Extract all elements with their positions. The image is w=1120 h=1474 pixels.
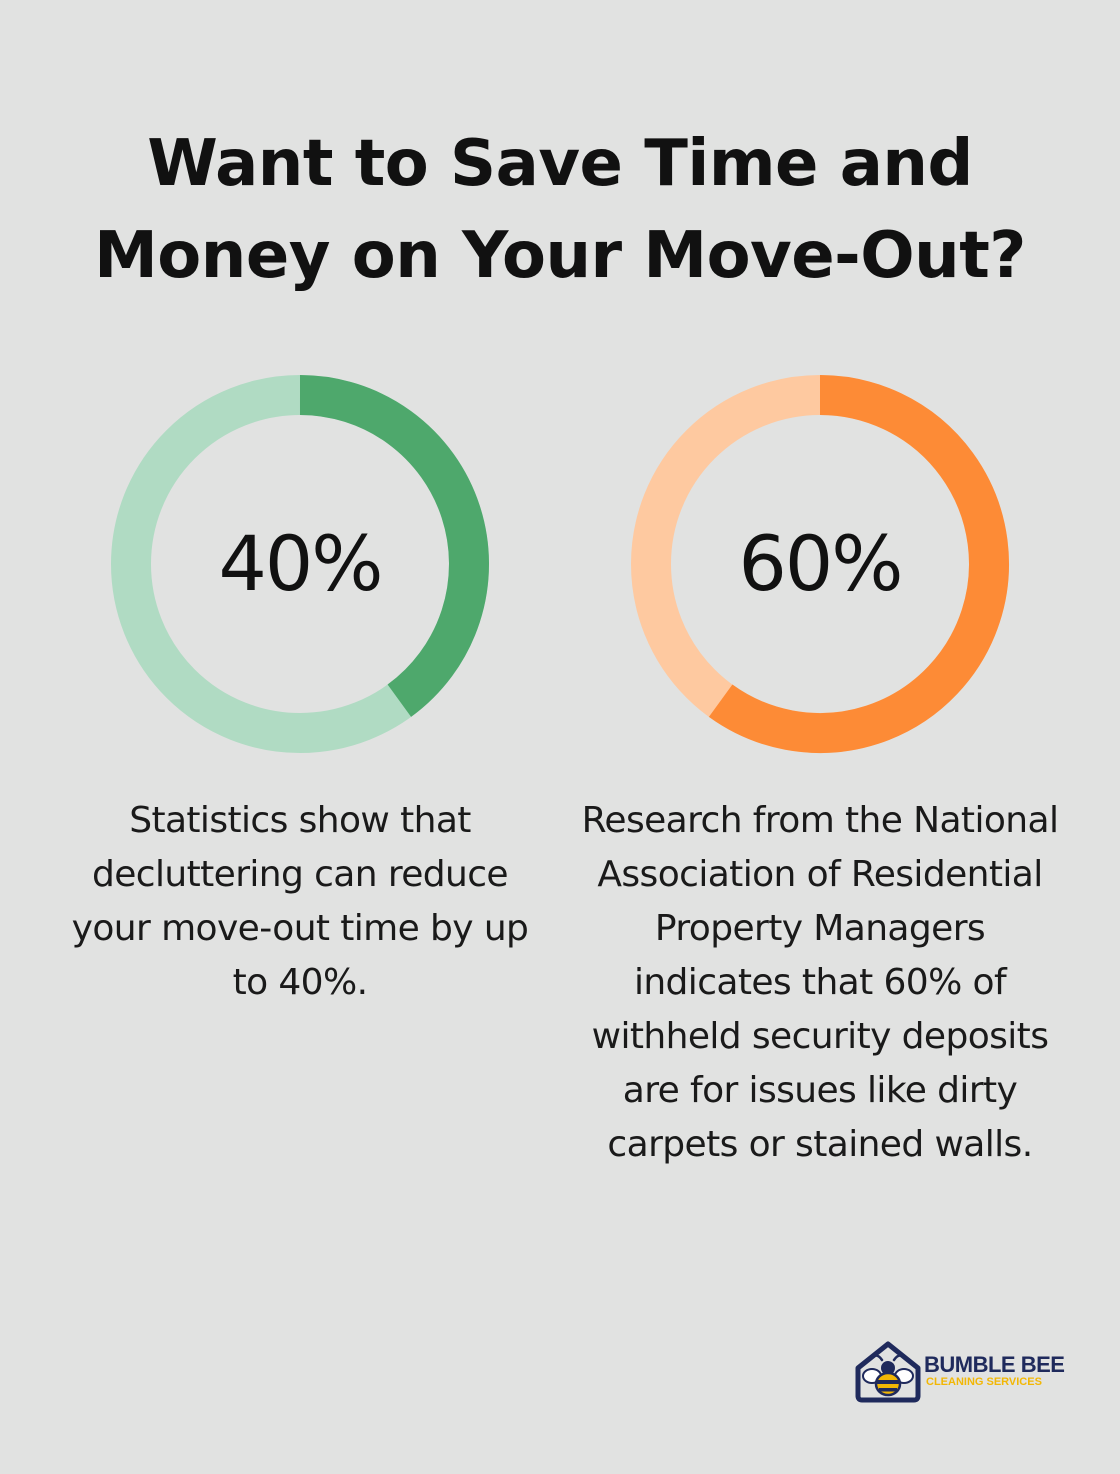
- brand-logo: BUMBLE BEE CLEANING SERVICES: [852, 1338, 1072, 1408]
- stat-description-deposits: Research from the National Association o…: [581, 800, 1059, 1165]
- donut-svg-deposits: [631, 375, 1009, 753]
- logo-tagline: CLEANING SERVICES: [926, 1376, 1042, 1388]
- donut-chart-deposits: 60%: [570, 374, 1070, 754]
- logo-name: BUMBLE BEE: [924, 1352, 1065, 1377]
- title-line-1: Want to Save Time and: [147, 127, 973, 201]
- bee-house-icon: [855, 1341, 921, 1403]
- donut-chart-declutter: 40%: [50, 374, 550, 754]
- donut-arc-declutter: [299, 375, 489, 717]
- stat-value-deposits: 60%: [738, 519, 904, 608]
- stat-card-deposits: 60% Research from the National Associati…: [570, 374, 1070, 1172]
- page-title: Want to Save Time and Money on Your Move…: [40, 118, 1080, 302]
- stat-card-declutter: 40% Statistics show that decluttering ca…: [50, 374, 550, 1010]
- donut-arc-deposits: [708, 375, 1009, 753]
- stat-description-declutter: Statistics show that decluttering can re…: [71, 800, 529, 1003]
- title-line-2: Money on Your Move-Out?: [94, 219, 1026, 293]
- donut-svg-declutter: [111, 375, 489, 753]
- stat-value-declutter: 40%: [218, 519, 384, 608]
